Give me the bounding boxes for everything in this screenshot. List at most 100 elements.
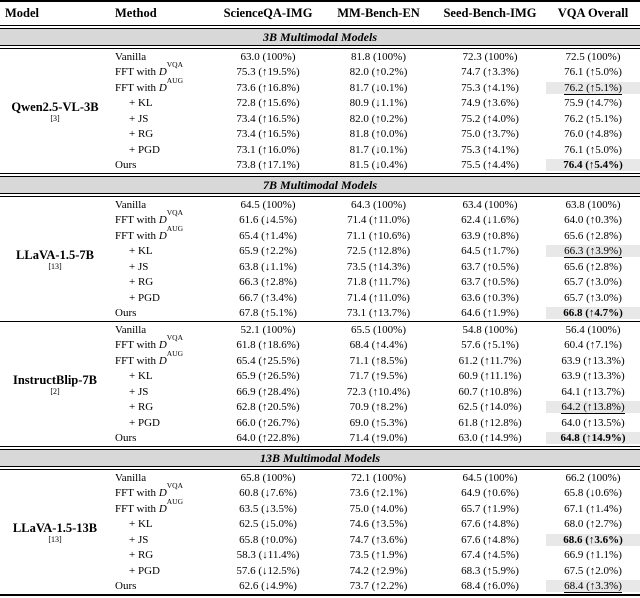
score-cell: 62.5 (↓5.0%) bbox=[213, 518, 323, 530]
score-cell: 65.6 (↑2.8%) bbox=[546, 261, 640, 273]
score-cell: 65.8 (↑0.0%) bbox=[213, 534, 323, 546]
score-text: 66.9 (↑28.4%) bbox=[236, 385, 300, 398]
score-text: 65.7 (↑1.9%) bbox=[461, 502, 519, 515]
score-cell: 68.4 (↑6.0%) bbox=[434, 580, 546, 592]
table-row: + PGD 57.6 (↓12.5%) 74.2 (↑2.9%) 68.3 (↑5.9… bbox=[110, 563, 640, 579]
table-row: Vanilla 52.1 (100%) 65.5 (100%) 54.8 (100%)… bbox=[110, 322, 640, 338]
bottom-rule bbox=[0, 594, 640, 596]
table-row: + PGD 73.1 (↑16.0%) 81.7 (↓0.1%) 75.3 (↑4.1… bbox=[110, 142, 640, 158]
method-cell: + RG bbox=[110, 276, 213, 288]
table-row: + RG 58.3 (↓11.4%) 73.5 (↑1.9%) 67.4 (↑4.5%… bbox=[110, 548, 640, 564]
score-text: 63.4 (100%) bbox=[462, 198, 518, 211]
score-cell: 65.7 (↑1.9%) bbox=[434, 503, 546, 515]
model-cell: LLaVA-1.5-13B [13] bbox=[0, 470, 110, 594]
score-cell: 65.5 (100%) bbox=[323, 324, 434, 336]
model-name: InstructBlip-7B bbox=[12, 372, 98, 387]
score-text: 62.8 (↑20.5%) bbox=[236, 401, 300, 414]
score-text: 71.1 (↑8.5%) bbox=[349, 354, 408, 367]
score-text: 63.8 (100%) bbox=[565, 198, 621, 211]
score-text: 74.2 (↑2.9%) bbox=[349, 564, 408, 577]
score-cell: 64.5 (↑1.7%) bbox=[434, 245, 546, 257]
score-text: 63.0 (100%) bbox=[240, 50, 296, 63]
method-label: + RG bbox=[129, 276, 154, 289]
score-text: 75.3 (↑4.1%) bbox=[461, 81, 519, 94]
score-text: 66.3 (↑3.9%) bbox=[564, 245, 622, 259]
method-label: FFT with bbox=[115, 81, 159, 94]
method-cell: + JS bbox=[110, 261, 213, 273]
score-cell: 63.0 (↑14.9%) bbox=[434, 432, 546, 444]
score-cell: 68.4 (↑4.4%) bbox=[323, 339, 434, 351]
model-block-llava-1-5-7b: LLaVA-1.5-7B [13] Vanilla 64.5 (100%) 64.3 (… bbox=[0, 197, 640, 321]
score-text: 68.4 (↑4.4%) bbox=[349, 339, 408, 352]
section-band-13b-multimodal-models: 13B Multimodal Models bbox=[0, 450, 640, 466]
score-cell: 64.8 (↑14.9%) bbox=[546, 432, 640, 445]
method-cell: Ours bbox=[110, 580, 213, 592]
method-label: + KL bbox=[129, 518, 153, 531]
method-label: FFT with bbox=[115, 487, 159, 500]
score-cell: 63.0 (100%) bbox=[213, 51, 323, 63]
score-cell: 75.0 (↑4.0%) bbox=[323, 503, 434, 515]
score-text: 76.2 (↑5.1%) bbox=[564, 81, 622, 95]
method-label: Vanilla bbox=[115, 471, 147, 484]
score-text: 67.5 (↑2.0%) bbox=[564, 564, 622, 577]
score-cell: 66.3 (↑2.8%) bbox=[213, 276, 323, 288]
method-dataset-var: D bbox=[158, 354, 167, 367]
score-text: 72.3 (100%) bbox=[462, 50, 518, 63]
score-cell: 67.6 (↑4.8%) bbox=[434, 534, 546, 546]
method-cell: FFT with DVQA bbox=[110, 334, 213, 351]
score-cell: 60.9 (↑11.1%) bbox=[434, 370, 546, 382]
score-text: 68.4 (↑3.3%) bbox=[564, 580, 622, 594]
score-cell: 73.5 (↑1.9%) bbox=[323, 549, 434, 561]
method-dataset-var: D bbox=[158, 214, 167, 227]
table-row: + RG 66.3 (↑2.8%) 71.8 (↑11.7%) 63.7 (↑0.5%… bbox=[110, 275, 640, 291]
score-text: 61.8 (↑18.6%) bbox=[236, 339, 300, 352]
score-text: 80.9 (↓1.1%) bbox=[349, 97, 408, 110]
score-cell: 71.1 (↑10.6%) bbox=[323, 230, 434, 242]
method-cell: + PGD bbox=[110, 565, 213, 577]
score-text: 63.5 (↓3.5%) bbox=[239, 502, 297, 515]
score-cell: 54.8 (100%) bbox=[434, 324, 546, 336]
score-text: 73.7 (↑2.2%) bbox=[349, 580, 408, 593]
score-cell: 65.7 (↑3.0%) bbox=[546, 276, 640, 288]
score-cell: 63.9 (↑0.8%) bbox=[434, 230, 546, 242]
method-label: + JS bbox=[129, 533, 149, 546]
score-cell: 62.5 (↑14.0%) bbox=[434, 401, 546, 413]
model-citation: [2] bbox=[50, 386, 60, 396]
score-text: 64.5 (100%) bbox=[240, 198, 296, 211]
method-label: + RG bbox=[129, 128, 154, 141]
score-text: 82.0 (↑0.2%) bbox=[349, 66, 408, 79]
score-cell: 75.3 (↑4.1%) bbox=[434, 144, 546, 156]
score-cell: 64.5 (100%) bbox=[434, 472, 546, 484]
score-cell: 63.4 (100%) bbox=[434, 199, 546, 211]
block-rows: Vanilla 64.5 (100%) 64.3 (100%) 63.4 (100%)… bbox=[110, 197, 640, 321]
score-text: 66.2 (100%) bbox=[565, 471, 621, 484]
score-cell: 63.7 (↑0.5%) bbox=[434, 276, 546, 288]
table-row: + JS 63.8 (↓1.1%) 73.5 (↑14.3%) 63.7 (↑0.5%… bbox=[110, 259, 640, 275]
model-block-qwen2-5-vl-3b: Qwen2.5-VL-3B [3] Vanilla 63.0 (100%) 81.8 (… bbox=[0, 49, 640, 173]
table-row: FFT with DVQA 61.6 (↓4.5%) 71.4 (↑11.0%) 62… bbox=[110, 209, 640, 229]
model-citation: [13] bbox=[48, 534, 62, 544]
score-cell: 67.4 (↑4.5%) bbox=[434, 549, 546, 561]
score-text: 71.4 (↑11.0%) bbox=[347, 214, 410, 227]
method-cell: Ours bbox=[110, 432, 213, 444]
score-text: 74.6 (↑3.5%) bbox=[349, 518, 408, 531]
section-band-bottom-rule bbox=[0, 193, 640, 197]
table-row: Vanilla 65.8 (100%) 72.1 (100%) 64.5 (100%)… bbox=[110, 470, 640, 486]
method-cell: + KL bbox=[110, 97, 213, 109]
score-text: 54.8 (100%) bbox=[462, 323, 518, 336]
score-text: 67.6 (↑4.8%) bbox=[461, 533, 519, 546]
score-text: 64.0 (↑13.5%) bbox=[561, 416, 625, 429]
score-cell: 67.6 (↑4.8%) bbox=[434, 518, 546, 530]
score-cell: 64.1 (↑13.7%) bbox=[546, 386, 640, 398]
score-cell: 74.7 (↑3.3%) bbox=[434, 66, 546, 78]
score-text: 65.8 (100%) bbox=[240, 471, 296, 484]
score-text: 63.9 (↑13.3%) bbox=[561, 370, 625, 383]
score-text: 73.6 (↑16.8%) bbox=[236, 81, 300, 94]
score-cell: 60.4 (↑7.1%) bbox=[546, 339, 640, 351]
score-text: 72.3 (↑10.4%) bbox=[346, 385, 411, 398]
score-cell: 66.7 (↑3.4%) bbox=[213, 292, 323, 304]
score-cell: 76.2 (↑5.1%) bbox=[546, 113, 640, 125]
header-cell-seed-bench-img: Seed-Bench-IMG bbox=[443, 6, 537, 20]
score-cell: 72.1 (100%) bbox=[323, 472, 434, 484]
method-label: Vanilla bbox=[115, 198, 147, 211]
